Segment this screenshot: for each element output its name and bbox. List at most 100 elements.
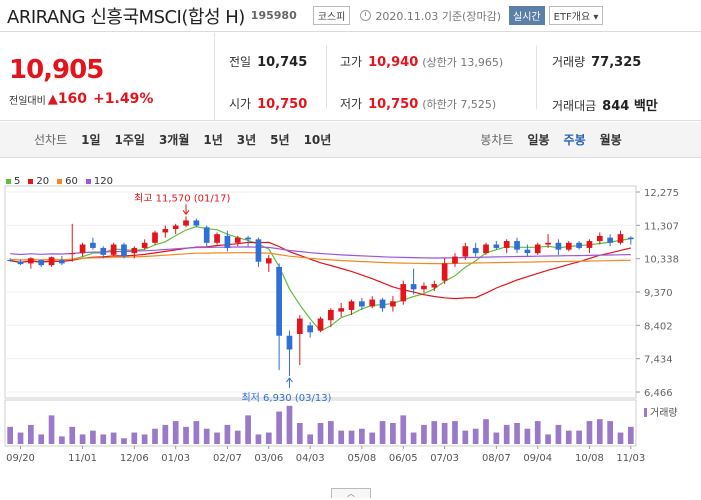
legend-item[interactable]: 60 (57, 176, 78, 187)
y-tick-label: 11,307 (644, 221, 679, 232)
volume-bar (348, 430, 355, 444)
candle-body (514, 241, 520, 250)
volume-bar (338, 430, 345, 444)
volume-bar (141, 434, 148, 444)
volume-bar (265, 432, 272, 444)
volume-bar (121, 438, 127, 444)
tab-1y[interactable]: 1년 (203, 133, 223, 147)
x-tick-label: 09/20 (6, 453, 35, 464)
x-tick-label: 09/04 (523, 453, 552, 464)
stat-volume: 거래량 77,325 (552, 53, 641, 70)
y-tick-label: 12,275 (644, 188, 679, 199)
volume-bar (79, 434, 86, 444)
tab-3y[interactable]: 3년 (236, 133, 257, 147)
volume-bar (452, 421, 458, 444)
legend-label: 60 (65, 176, 78, 187)
legend-swatch (85, 179, 91, 184)
candle-body (69, 253, 76, 255)
tab-monthly[interactable]: 월봉 (599, 133, 622, 147)
volume-bar (379, 421, 386, 444)
volume-bar (245, 415, 251, 444)
tab-daily[interactable]: 일봉 (527, 133, 550, 147)
volume-label: 거래량 (650, 407, 678, 419)
stat-value: 77,325 (591, 55, 642, 70)
candle-body (565, 242, 572, 250)
ma-line-5 (10, 225, 631, 332)
candle-body (421, 285, 427, 290)
high-arrow-head (182, 209, 190, 216)
candle-body (545, 242, 551, 245)
volume-bar (69, 426, 76, 444)
volume-bar (607, 421, 613, 444)
stat-open: 시가 10,750 (229, 95, 307, 112)
candle-body (359, 301, 365, 307)
candle-body (17, 261, 24, 265)
y-tick-label: 6,466 (644, 388, 673, 399)
candle-body (48, 257, 55, 266)
volume-bar (410, 432, 417, 444)
divider (536, 45, 537, 109)
x-tick-label: 07/03 (430, 453, 459, 464)
stat-prev: 전일 10,745 (229, 53, 307, 70)
tab-3m[interactable]: 3개월 (158, 133, 190, 147)
tab-weekly[interactable]: 주봉 (563, 133, 586, 147)
volume-bar (576, 430, 582, 444)
candle-body (276, 266, 282, 336)
change-value: 160 (57, 91, 88, 107)
legend-item[interactable]: 5 (6, 176, 20, 187)
etf-overview-dropdown[interactable]: ETF개요 ▾ (548, 6, 604, 25)
volume-bar (110, 432, 117, 444)
volume-bar (152, 428, 158, 444)
volume-bar (359, 428, 365, 444)
candle-body (234, 237, 241, 243)
legend-item[interactable]: 20 (28, 176, 49, 187)
candle-body (617, 234, 624, 243)
volume-bar (172, 421, 179, 444)
candle-body (534, 244, 541, 254)
legend-item[interactable]: 120 (85, 176, 113, 187)
change-row: 전일대비 ▲ 160 +1.49% (9, 91, 153, 107)
candle-body (59, 259, 65, 264)
volume-bar (131, 432, 138, 444)
candle-body (162, 229, 169, 233)
volume-bar (545, 434, 551, 444)
volume-bar (193, 421, 200, 444)
tab-10y[interactable]: 10년 (303, 133, 332, 147)
volume-bar (400, 415, 407, 444)
tab-1w[interactable]: 1주일 (114, 133, 145, 147)
volume-bar (462, 430, 469, 444)
candle-body (255, 239, 262, 262)
tab-1d[interactable]: 1일 (81, 133, 101, 147)
realtime-button[interactable]: 실시간 (509, 6, 545, 25)
ma-line-60 (10, 251, 631, 265)
candle-body (586, 241, 593, 248)
y-tick-label: 7,434 (644, 355, 673, 366)
volume-bar (565, 430, 572, 444)
volume-legend-swatch (644, 408, 647, 417)
x-tick-label: 01/03 (161, 453, 190, 464)
volume-bar (421, 424, 427, 444)
candle-body (307, 325, 314, 333)
candle-body (410, 284, 417, 290)
current-price: 10,905 (9, 55, 104, 85)
expand-handle[interactable]: ︿ (331, 488, 371, 498)
volume-bar (286, 405, 293, 444)
stat-label: 고가 (340, 55, 363, 69)
candle-body (576, 242, 582, 248)
volume-panel-frame (4, 399, 637, 447)
stat-value: 10,940 (368, 55, 419, 70)
volume-bar (483, 419, 489, 444)
candle-body (493, 244, 500, 248)
volume-bar (296, 423, 303, 444)
price-box: 10,905 전일대비 ▲ 160 +1.49% (0, 33, 215, 121)
upper-limit: (상한가 13,965) (422, 56, 504, 69)
ma-legend: 5 20 60 120 (6, 176, 121, 187)
candle-body (193, 220, 200, 226)
candle-body (245, 237, 251, 240)
candle-chart-label: 봉차트 (480, 133, 514, 147)
volume-bar (307, 434, 314, 444)
volume-bar (472, 428, 479, 444)
x-tick-label: 06/05 (389, 453, 418, 464)
tab-5y[interactable]: 5년 (270, 133, 290, 147)
